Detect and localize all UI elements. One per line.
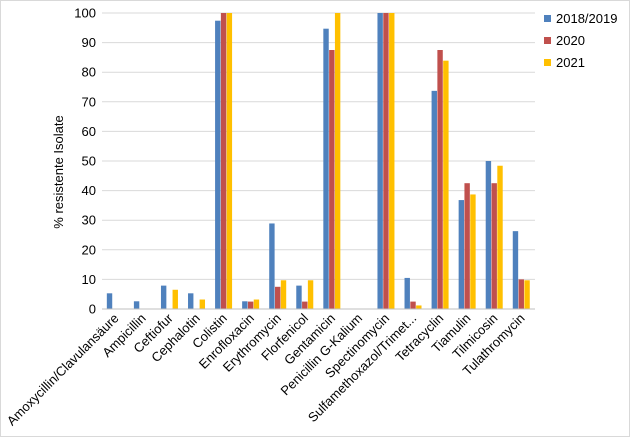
bar: [242, 301, 248, 309]
bar: [437, 50, 443, 309]
bar: [296, 285, 302, 309]
x-tick-labels: Amoxycillin/ClavulansäureAmpicillinCefti…: [4, 310, 528, 428]
bar: [383, 13, 389, 309]
bar: [416, 305, 422, 309]
bar: [199, 299, 206, 309]
bar: [458, 200, 465, 309]
bar: [307, 280, 314, 309]
legend-swatch: [544, 15, 551, 22]
y-tick-label: 70: [82, 94, 96, 109]
bar: [512, 231, 519, 309]
y-tick-label: 50: [82, 154, 96, 169]
bar: [470, 194, 476, 309]
bar: [302, 301, 308, 309]
bar: [485, 161, 492, 309]
bar: [188, 293, 194, 309]
bar: [329, 50, 335, 309]
bar: [226, 13, 233, 309]
bar: [106, 293, 113, 309]
y-tick-label: 90: [82, 35, 96, 50]
bar: [323, 28, 329, 309]
legend-label: 2021: [556, 55, 585, 70]
bar: [410, 301, 416, 309]
y-tick-label: 30: [82, 213, 96, 228]
y-tick-label: 80: [82, 65, 96, 80]
bar: [334, 13, 341, 309]
bar: [269, 223, 275, 309]
bar: [253, 299, 260, 309]
gridlines: [102, 12, 535, 280]
legend-swatch: [544, 59, 551, 66]
y-tick-label: 20: [82, 242, 96, 257]
legend-label: 2018/2019: [556, 11, 617, 26]
bar: [389, 13, 395, 309]
bar: [275, 286, 281, 309]
legend-label: 2020: [556, 33, 585, 48]
bar: [160, 285, 167, 309]
y-tick-labels: 0 10 20 30 40 50 60 70 80 90 100: [74, 6, 96, 317]
y-tick-label: 100: [74, 6, 96, 21]
legend: 2018/2019 2020 2021: [544, 11, 617, 70]
y-tick-label: 60: [82, 124, 96, 139]
y-tick-label: 10: [82, 272, 96, 287]
bar: [280, 280, 287, 309]
bar: [247, 301, 254, 309]
y-tick-label: 0: [89, 302, 96, 317]
bar: [215, 20, 221, 309]
bars: [106, 13, 530, 309]
y-tick-label: 40: [82, 183, 96, 198]
bar: [133, 301, 140, 309]
bar: [518, 279, 524, 309]
bar: [404, 277, 410, 309]
bar: [524, 280, 530, 309]
bar: [377, 13, 383, 309]
bar: [464, 183, 470, 309]
bar: [491, 183, 497, 309]
y-axis-label: % resistente Isolate: [51, 115, 66, 228]
bar: [497, 165, 503, 309]
bar: [172, 289, 178, 309]
bar: [443, 60, 449, 309]
x-tick-label: Amoxycillin/Clavulansäure: [4, 311, 122, 429]
bar: [431, 90, 437, 309]
bar: [220, 13, 227, 309]
legend-swatch: [544, 37, 551, 44]
